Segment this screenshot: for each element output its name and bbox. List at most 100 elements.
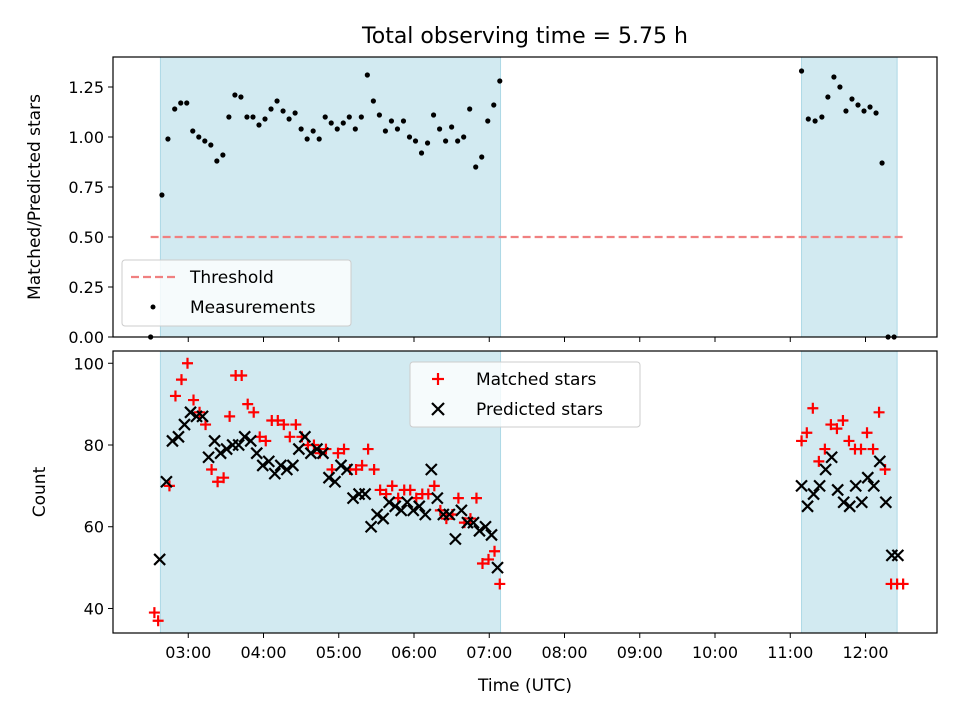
predicted-stars-point-44 [419,508,432,521]
measurements-point-54 [479,154,485,160]
legend-predicted-label: Predicted stars [476,400,603,420]
matched-stars-point-31 [338,443,350,455]
measurements-point-38 [382,128,389,134]
measurements-point-27 [316,136,322,142]
measurements-point-26 [310,128,316,134]
bot-ytick-label-1: 60 [84,518,104,537]
matched-stars-point-22 [284,431,296,443]
predicted-stars-point-38 [382,495,396,509]
bot-ytick-label-3: 100 [73,354,104,373]
predicted-stars-point-29 [328,475,342,489]
matched-stars-point-1 [152,615,164,627]
measurements-point-53 [473,164,479,170]
measurements-point-2 [165,136,171,142]
legend-matched-marker [432,373,444,385]
matched-stars-point-30 [332,447,344,459]
predicted-stars-point-59 [807,487,820,501]
predicted-stars-point-46 [431,491,444,505]
measurements-point-19 [268,106,274,112]
measurements-point-39 [388,118,395,124]
predicted-stars-point-25 [304,446,318,460]
top-legend: Threshold Measurements [121,259,352,327]
predicted-stars-point-60 [813,479,826,493]
top-ytick-label-1: 0.25 [68,278,104,297]
measurements-point-37 [376,112,382,118]
top-ytick-label-3: 0.75 [68,178,104,197]
predicted-stars-point-53 [473,524,486,538]
bottom-panel-frame [112,350,938,634]
matched-stars-point-18 [260,435,272,447]
predicted-stars-point-3 [172,430,185,444]
matched-stars-point-61 [813,455,825,467]
chart-title: Total observing time = 5.75 h [361,24,688,49]
measurements-point-18 [262,116,268,122]
predicted-stars-point-41 [400,495,414,509]
predicted-stars-point-14 [238,430,251,444]
predicted-stars-point-9 [208,434,221,448]
matched-stars-point-64 [831,423,843,435]
observing-window-2 [801,350,898,634]
measurements-point-45 [424,140,431,146]
measurements-point-40 [394,126,401,132]
measurements-point-5 [184,100,190,106]
measurements-point-15 [244,114,250,120]
bot-ytick-label-0: 40 [84,599,104,618]
predicted-stars-point-8 [202,450,215,464]
predicted-stars-point-36 [370,508,384,521]
predicted-stars-point-1 [160,475,173,489]
matched-stars-point-59 [801,427,813,439]
measurements-point-63 [831,74,837,80]
predicted-stars-point-62 [825,450,838,464]
matched-stars-point-12 [224,410,236,422]
measurements-point-61 [819,114,825,120]
top-legend-box [121,259,352,327]
measurements-point-34 [358,114,364,120]
xtick-label-6: 09:00 [617,643,663,662]
measurements-point-7 [196,134,202,140]
measurements-point-44 [418,150,425,156]
matched-stars-point-68 [855,443,867,455]
measurements-point-69 [867,104,873,110]
matched-stars-point-63 [825,419,837,431]
matched-stars-point-71 [873,406,885,418]
predicted-stars-point-28 [322,471,336,484]
predicted-stars-point-35 [364,520,378,534]
x-axis-label: Time (UTC) [477,676,572,696]
xtick-label-4: 07:00 [466,643,512,662]
predicted-stars-point-31 [340,463,354,476]
predicted-stars-point-39 [388,500,402,513]
predicted-stars-point-34 [358,487,372,501]
measurements-point-14 [238,94,244,100]
top-ytick-label-5: 1.25 [68,78,104,97]
bottom-ylabel: Count [30,466,50,517]
predicted-stars-point-64 [837,495,850,509]
measurements-point-68 [861,108,867,114]
measurements-point-10 [214,158,220,164]
xtick-label-5: 08:00 [541,643,587,662]
matched-stars-point-56 [489,545,501,557]
matched-stars-point-62 [819,443,831,455]
measurements-point-41 [400,118,407,124]
top-ytick-label-0: 0.00 [68,328,104,347]
predicted-stars-point-27 [316,446,330,460]
measurements-point-46 [430,112,437,118]
measurements-point-70 [873,110,879,116]
predicted-stars-point-15 [244,434,257,448]
matched-stars-point-69 [861,427,873,439]
measurements-point-64 [837,84,843,90]
xtick-label-1: 04:00 [240,643,286,662]
matched-stars-point-33 [350,464,362,476]
predicted-stars-point-5 [184,406,197,419]
measurements-point-62 [825,94,831,100]
matched-stars-point-4 [175,374,187,386]
measurements-point-31 [340,120,346,126]
measurements-point-1 [159,192,165,198]
legend-predicted-marker [431,402,445,416]
predicted-stars-point-22 [286,459,300,472]
matched-stars-point-11 [218,472,230,484]
predicted-stars-point-37 [376,512,390,525]
top-panel-frame [112,56,938,338]
predicted-stars-point-10 [214,446,227,460]
predicted-stars-point-45 [425,463,438,476]
